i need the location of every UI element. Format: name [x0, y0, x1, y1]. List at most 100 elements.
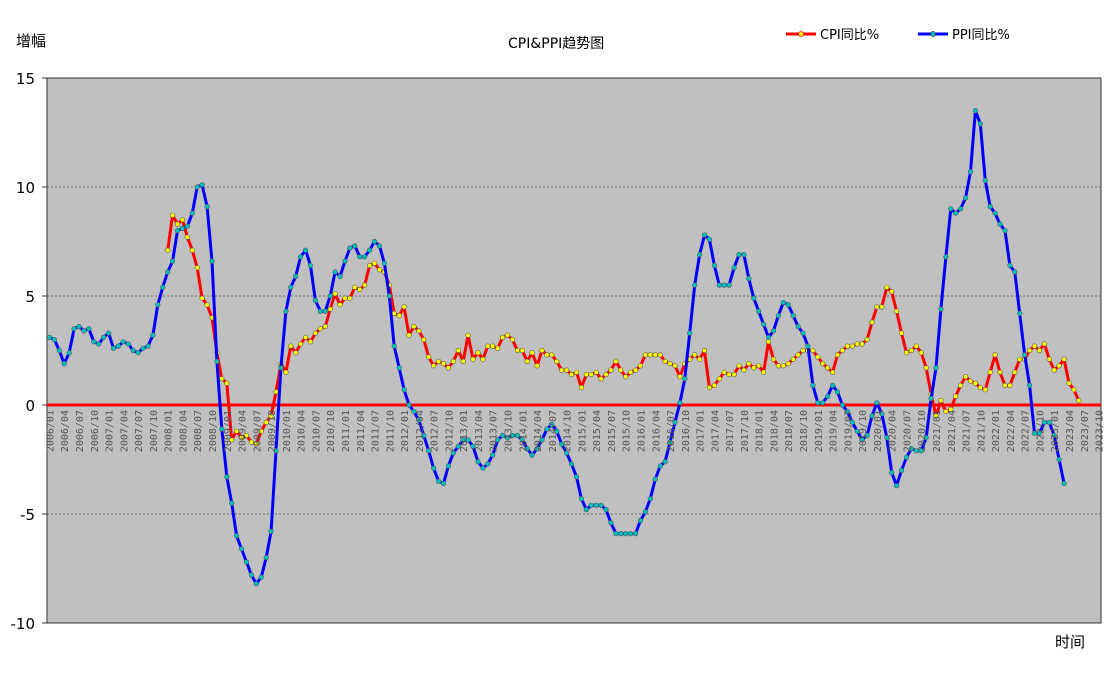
data-point-cpi: [746, 361, 752, 367]
data-point-cpi: [258, 428, 264, 434]
data-point-cpi: [534, 363, 540, 369]
data-point-cpi: [352, 284, 358, 290]
data-point-cpi: [879, 304, 885, 310]
data-point-ppi: [913, 448, 919, 454]
data-point-cpi: [273, 389, 279, 395]
data-point-ppi: [56, 347, 62, 354]
data-point-cpi: [376, 267, 383, 273]
data-point-ppi: [711, 262, 718, 269]
x-tick-label: 2022/07: [1021, 410, 1032, 452]
x-tick-label: 2008/04: [178, 410, 189, 452]
data-point-ppi: [204, 204, 210, 210]
data-point-ppi: [810, 382, 816, 389]
data-point-ppi: [746, 276, 752, 282]
x-tick-label: 2019/07: [843, 410, 854, 452]
data-point-ppi: [1031, 430, 1038, 436]
data-point-ppi: [170, 258, 176, 264]
x-tick-label: 2013/04: [474, 410, 485, 452]
data-point-cpi: [1056, 363, 1062, 369]
series-cpi: [165, 212, 1082, 447]
x-tick-label: 2021/01: [932, 410, 943, 452]
x-tick-label: 2018/07: [784, 410, 795, 452]
x-tick-label: 2019/04: [829, 410, 840, 452]
data-point-cpi: [194, 265, 200, 271]
data-point-ppi: [790, 313, 796, 319]
data-point-cpi: [504, 332, 511, 338]
legend-ppi-label: PPI同比%: [952, 28, 1010, 43]
data-point-cpi: [893, 308, 900, 314]
y-tick-label: 5: [25, 288, 35, 306]
x-tick-label: 2011/01: [341, 410, 352, 452]
data-point-ppi: [726, 282, 732, 288]
data-point-cpi: [696, 356, 703, 362]
data-point-cpi: [820, 361, 826, 367]
data-point-ppi: [839, 402, 846, 408]
data-point-ppi: [140, 345, 146, 351]
data-point-ppi: [1022, 352, 1028, 358]
legend-item-cpi: CPI同比%: [786, 28, 879, 43]
data-point-cpi: [312, 330, 319, 336]
data-point-ppi: [135, 350, 141, 356]
x-tick-label: 2012/10: [444, 410, 455, 452]
x-tick-label: 2006/07: [75, 410, 86, 452]
data-point-ppi: [884, 435, 890, 441]
data-point-cpi: [170, 212, 176, 218]
series-ppi: [46, 108, 1067, 587]
data-point-cpi: [495, 345, 501, 351]
data-point-cpi: [288, 343, 294, 349]
data-point-ppi: [539, 437, 545, 443]
data-point-ppi: [509, 432, 516, 439]
data-point-cpi: [637, 363, 644, 369]
chart-title: CPI&PPI趋势图: [508, 36, 604, 52]
data-point-ppi: [455, 443, 461, 450]
data-point-cpi: [367, 262, 373, 269]
data-point-cpi: [440, 361, 447, 367]
x-tick-label: 2019/01: [814, 410, 825, 452]
data-point-ppi: [199, 182, 205, 188]
data-point-ppi: [657, 463, 663, 469]
data-point-cpi: [322, 323, 328, 330]
data-point-ppi: [298, 254, 304, 260]
data-point-ppi: [677, 400, 683, 406]
data-point-ppi: [869, 413, 875, 419]
data-point-ppi: [66, 350, 72, 356]
data-point-ppi: [179, 225, 185, 231]
x-tick-label: 2011/10: [385, 410, 396, 452]
data-point-ppi: [637, 517, 644, 524]
data-point-cpi: [165, 247, 171, 253]
data-point-ppi: [716, 282, 722, 288]
data-point-ppi: [933, 365, 939, 371]
data-point-cpi: [303, 334, 309, 341]
data-point-ppi: [1002, 228, 1008, 234]
x-tick-label: 2009/04: [238, 410, 249, 452]
data-point-cpi: [869, 319, 875, 325]
data-point-cpi: [618, 367, 624, 373]
data-point-ppi: [795, 323, 801, 330]
data-point-ppi: [578, 496, 585, 502]
data-point-ppi: [150, 332, 156, 338]
x-tick-label: 2015/01: [577, 410, 588, 452]
data-point-cpi: [943, 408, 949, 415]
x-tick-label: 2023/04: [1065, 410, 1076, 452]
data-point-ppi: [234, 533, 240, 539]
data-point-cpi: [913, 343, 919, 349]
x-tick-label: 2013/10: [504, 410, 515, 452]
data-point-ppi: [431, 465, 437, 471]
data-point-ppi: [130, 347, 136, 354]
data-point-cpi: [480, 356, 486, 362]
x-tick-label: 2018/04: [769, 410, 780, 452]
data-point-ppi: [189, 210, 195, 216]
data-point-ppi: [293, 273, 299, 280]
x-tick-label: 2009/07: [252, 410, 263, 452]
data-point-ppi: [898, 467, 905, 474]
data-point-ppi: [893, 483, 900, 489]
data-point-cpi: [751, 365, 757, 371]
data-point-ppi: [1046, 419, 1052, 426]
x-tick-label: 2014/01: [518, 410, 529, 452]
data-point-ppi: [219, 426, 225, 432]
data-point-ppi: [987, 204, 993, 210]
data-point-cpi: [923, 365, 929, 371]
data-point-cpi: [839, 347, 846, 354]
x-tick-label: 2014/10: [563, 410, 574, 452]
data-point-cpi: [780, 363, 786, 369]
